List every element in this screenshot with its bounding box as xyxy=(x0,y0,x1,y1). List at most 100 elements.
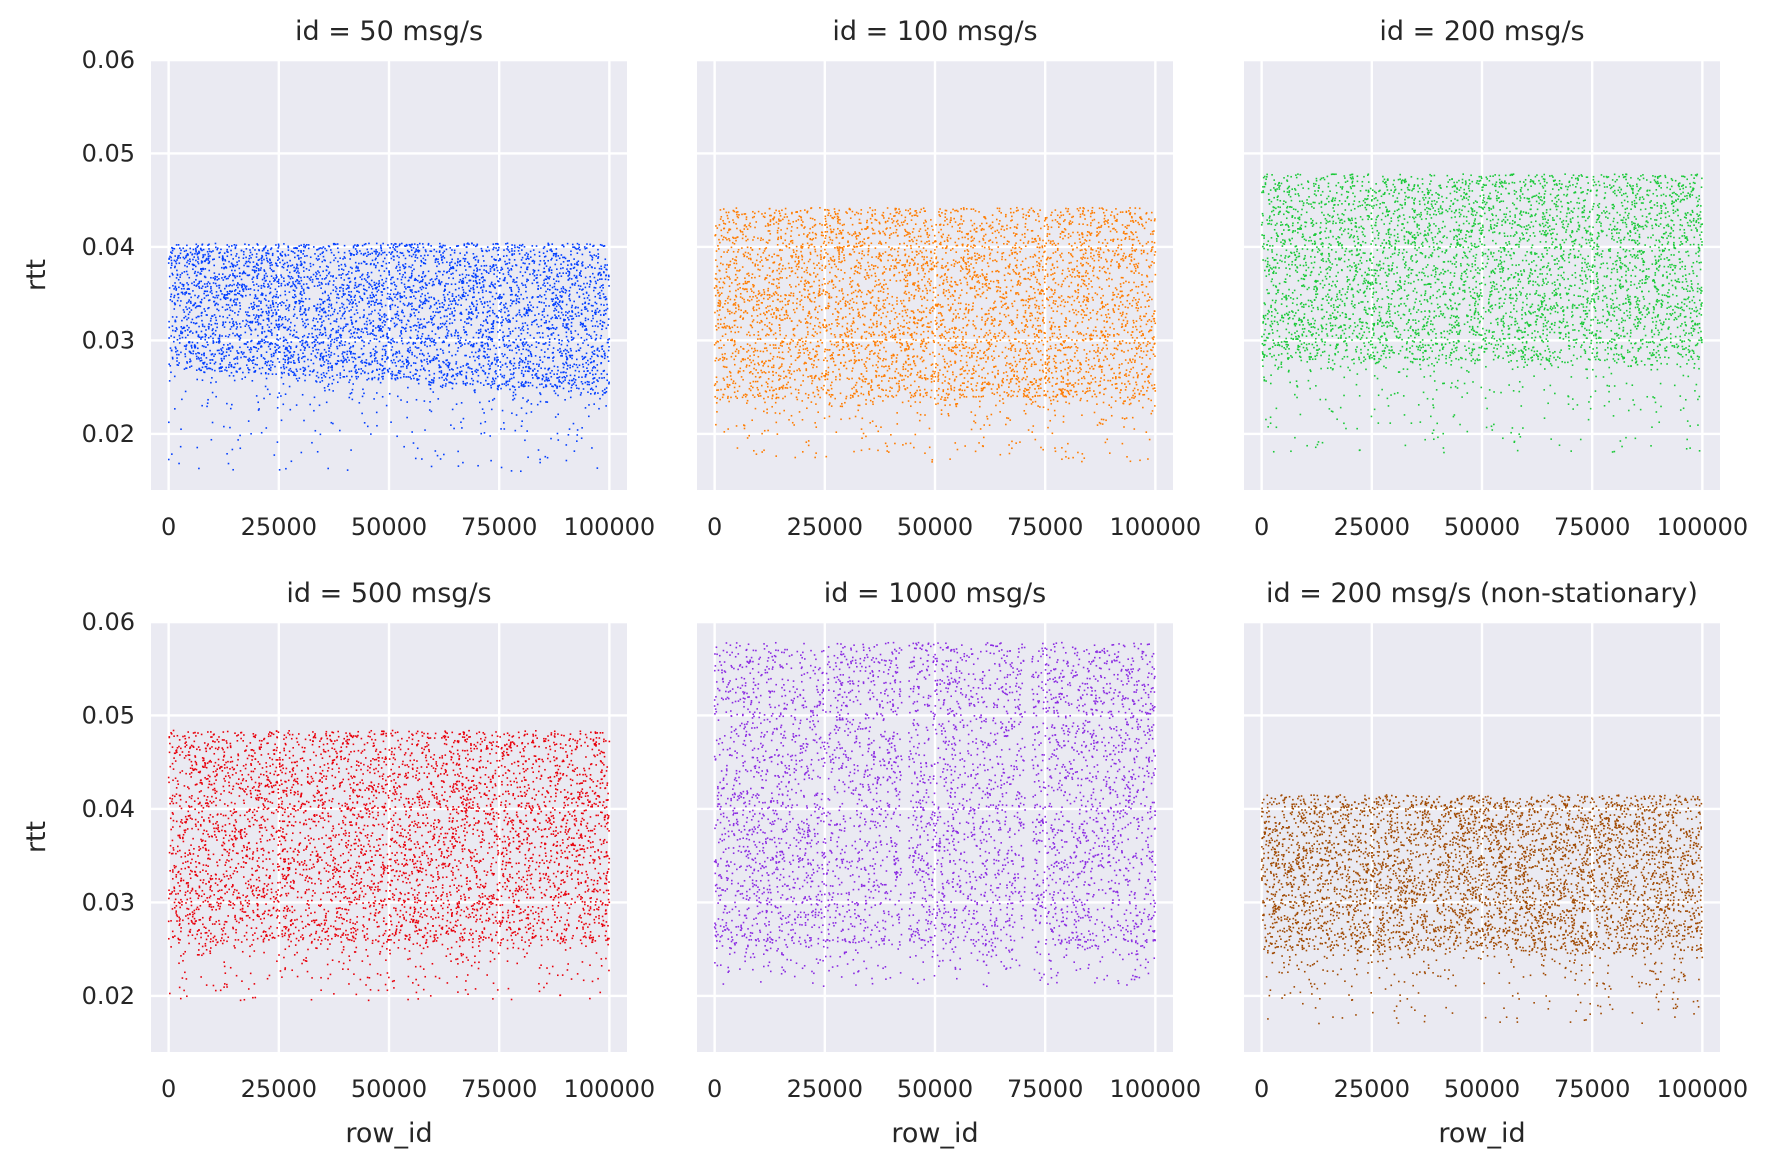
data-point xyxy=(489,367,491,370)
data-point xyxy=(483,432,486,434)
data-point xyxy=(228,260,230,263)
data-point xyxy=(292,251,294,253)
data-point xyxy=(453,297,455,300)
data-point xyxy=(211,315,214,317)
data-point xyxy=(349,336,352,339)
data-point xyxy=(514,388,517,391)
data-point xyxy=(483,350,485,353)
data-point xyxy=(477,369,479,372)
data-point xyxy=(566,312,569,314)
data-point xyxy=(373,281,376,284)
data-point xyxy=(298,361,300,363)
data-point xyxy=(252,356,254,358)
data-point xyxy=(200,262,203,264)
data-point xyxy=(446,375,448,377)
data-point xyxy=(179,282,182,284)
data-point xyxy=(229,284,231,286)
data-point xyxy=(314,253,316,255)
data-point xyxy=(354,294,357,297)
data-point xyxy=(511,244,513,246)
data-point xyxy=(550,269,553,271)
data-point xyxy=(345,288,348,290)
data-point xyxy=(218,252,220,255)
data-point xyxy=(554,384,557,387)
data-point xyxy=(202,254,204,256)
data-point xyxy=(225,284,228,287)
data-point xyxy=(194,252,196,255)
data-point xyxy=(486,246,489,248)
data-point xyxy=(403,245,406,247)
data-point xyxy=(439,365,441,368)
data-point xyxy=(601,393,604,396)
data-point xyxy=(308,307,310,309)
data-point xyxy=(484,342,486,345)
data-point xyxy=(203,353,205,355)
data-point xyxy=(328,280,331,283)
data-point xyxy=(536,281,538,284)
data-point xyxy=(277,296,280,299)
data-point xyxy=(293,329,296,332)
data-point xyxy=(278,346,281,348)
data-point xyxy=(241,378,243,380)
data-point xyxy=(426,345,428,348)
data-point xyxy=(224,321,227,324)
data-point xyxy=(172,284,174,287)
data-point xyxy=(349,392,352,395)
data-point xyxy=(265,252,267,254)
data-point xyxy=(513,250,516,252)
data-point xyxy=(511,302,513,305)
data-point xyxy=(293,266,295,269)
data-point xyxy=(189,293,191,295)
data-point xyxy=(416,244,419,246)
data-point xyxy=(421,340,423,343)
data-point xyxy=(433,377,435,379)
data-point xyxy=(171,273,174,276)
data-point xyxy=(410,296,413,298)
data-point xyxy=(499,329,501,331)
data-point xyxy=(481,341,484,344)
data-point xyxy=(524,254,526,256)
data-point xyxy=(386,336,389,338)
data-point xyxy=(481,249,483,252)
data-point xyxy=(325,249,328,252)
data-point xyxy=(392,276,394,279)
data-point xyxy=(342,361,344,364)
data-point xyxy=(370,279,373,282)
data-point xyxy=(436,454,439,457)
data-point xyxy=(332,378,335,381)
data-point xyxy=(552,278,555,280)
data-point xyxy=(364,327,366,330)
data-point xyxy=(598,297,601,299)
data-point xyxy=(601,278,603,280)
data-point xyxy=(197,245,199,247)
data-point xyxy=(233,264,235,267)
data-point xyxy=(414,297,417,300)
data-point xyxy=(174,255,176,257)
data-point xyxy=(438,306,441,308)
data-point xyxy=(342,258,344,260)
data-point xyxy=(509,331,512,333)
data-point xyxy=(270,366,272,369)
data-point xyxy=(539,336,542,339)
data-point xyxy=(249,261,251,264)
data-point xyxy=(556,275,558,277)
data-point xyxy=(507,383,509,386)
data-point xyxy=(385,344,388,347)
data-point xyxy=(511,254,514,256)
data-point xyxy=(527,304,529,306)
data-point xyxy=(591,256,594,259)
data-point xyxy=(178,254,180,257)
data-point xyxy=(200,270,203,272)
data-point xyxy=(286,261,289,264)
data-point xyxy=(231,318,233,320)
data-point xyxy=(372,295,375,297)
data-point xyxy=(386,297,388,300)
data-point xyxy=(269,280,271,283)
data-point xyxy=(321,247,323,250)
data-point xyxy=(274,346,276,348)
data-point xyxy=(411,274,413,277)
data-point xyxy=(378,329,381,332)
data-point xyxy=(524,439,526,442)
data-point xyxy=(304,347,306,349)
data-point xyxy=(570,339,573,341)
